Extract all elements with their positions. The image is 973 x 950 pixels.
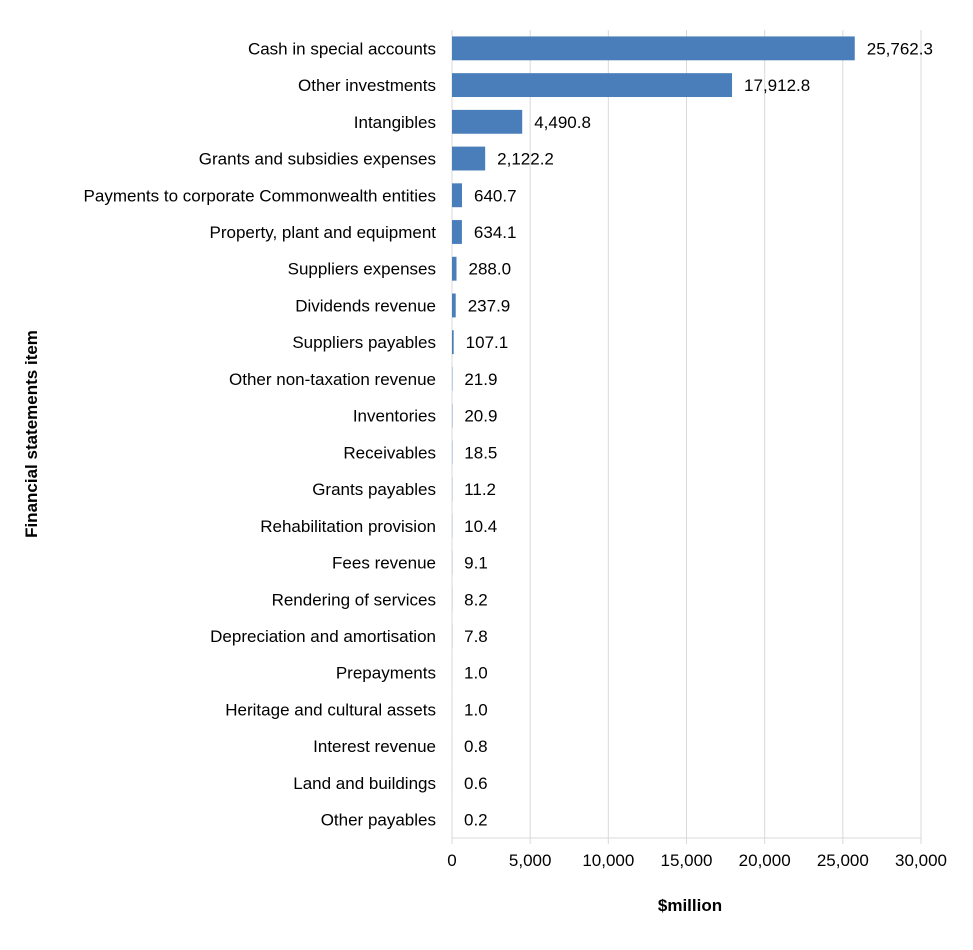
- data-label: 0.8: [464, 737, 488, 756]
- bar: [452, 257, 457, 281]
- x-tick-label: 20,000: [739, 851, 791, 870]
- category-label: Depreciation and amortisation: [210, 627, 436, 646]
- category-label: Other payables: [321, 811, 436, 830]
- category-label: Inventories: [353, 407, 436, 426]
- data-label: 18.5: [464, 443, 497, 462]
- category-label: Grants and subsidies expenses: [199, 150, 436, 169]
- category-label: Other investments: [298, 76, 436, 95]
- category-label: Property, plant and equipment: [210, 223, 437, 242]
- category-label: Receivables: [343, 443, 436, 462]
- data-label: 237.9: [468, 296, 511, 315]
- bar: [452, 330, 454, 354]
- data-label: 17,912.8: [744, 76, 810, 95]
- data-label: 640.7: [474, 186, 517, 205]
- bar: [452, 147, 485, 171]
- data-label: 9.1: [464, 554, 488, 573]
- bar: [452, 294, 456, 318]
- x-tick-label: 30,000: [895, 851, 947, 870]
- category-label: Suppliers payables: [292, 333, 436, 352]
- category-label: Prepayments: [336, 664, 436, 683]
- data-label: 25,762.3: [867, 39, 933, 58]
- category-label: Payments to corporate Commonwealth entit…: [84, 186, 436, 205]
- category-label: Interest revenue: [313, 737, 436, 756]
- data-label: 4,490.8: [534, 113, 591, 132]
- bar: [452, 110, 522, 134]
- data-label: 1.0: [464, 664, 488, 683]
- x-tick-labels: 0 5,000 10,000 15,000 20,000 25,000 30,000: [447, 851, 947, 870]
- data-label: 7.8: [464, 627, 488, 646]
- value-labels: 25,762.3 17,912.8 4,490.8 2,122.2 640.7 634.1…: [464, 39, 933, 829]
- category-label: Dividends revenue: [295, 296, 436, 315]
- category-label: Fees revenue: [332, 554, 436, 573]
- data-label: 1.0: [464, 700, 488, 719]
- data-label: 10.4: [464, 517, 497, 536]
- x-axis-title: $million: [658, 896, 722, 915]
- data-label: 0.6: [464, 774, 488, 793]
- category-label: Other non-taxation revenue: [229, 370, 436, 389]
- data-label: 21.9: [464, 370, 497, 389]
- x-tick-label: 15,000: [661, 851, 713, 870]
- bar: [452, 36, 855, 60]
- x-tick-label: 25,000: [817, 851, 869, 870]
- data-label: 288.0: [469, 260, 512, 279]
- data-label: 20.9: [464, 407, 497, 426]
- bar: [452, 73, 732, 97]
- category-label: Heritage and cultural assets: [225, 700, 436, 719]
- category-label: Rehabilitation provision: [260, 517, 436, 536]
- data-label: 2,122.2: [497, 150, 554, 169]
- category-label: Cash in special accounts: [248, 39, 436, 58]
- category-labels: Cash in special accounts Other investment…: [84, 39, 437, 829]
- data-label: 634.1: [474, 223, 517, 242]
- category-label: Rendering of services: [272, 590, 436, 609]
- y-axis-title: Financial statements item: [22, 330, 41, 538]
- category-label: Intangibles: [354, 113, 436, 132]
- data-label: 107.1: [466, 333, 509, 352]
- x-tick-label: 5,000: [509, 851, 552, 870]
- bar: [452, 183, 462, 207]
- data-label: 11.2: [464, 480, 496, 499]
- bar: [452, 220, 462, 244]
- data-label: 0.2: [464, 811, 488, 830]
- category-label: Grants payables: [312, 480, 436, 499]
- x-tick-label: 0: [447, 851, 456, 870]
- category-label: Suppliers expenses: [288, 260, 436, 279]
- x-tick-label: 10,000: [582, 851, 634, 870]
- data-label: 8.2: [464, 590, 488, 609]
- category-label: Land and buildings: [293, 774, 436, 793]
